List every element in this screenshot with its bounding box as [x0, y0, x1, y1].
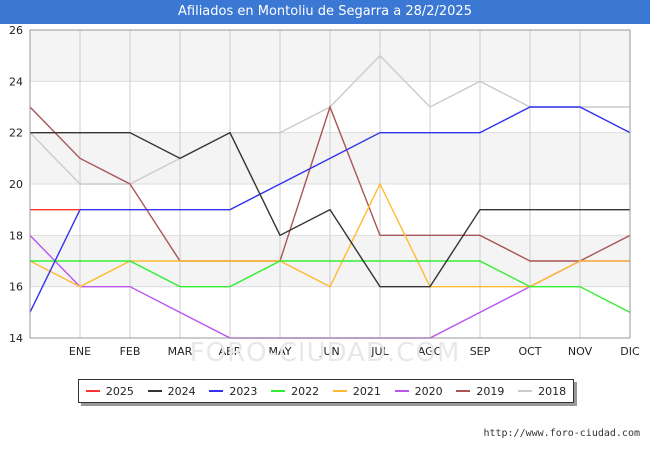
- x-tick-label: FEB: [120, 345, 141, 358]
- legend-item-2021: 2021: [332, 384, 381, 398]
- x-tick-label: NOV: [568, 345, 593, 358]
- y-tick-label: 24: [9, 75, 23, 88]
- legend-label: 2019: [476, 384, 505, 398]
- legend-item-2023: 2023: [209, 385, 257, 398]
- x-tick-label: ENE: [69, 345, 91, 358]
- source-url[interactable]: http://www.foro-ciudad.com: [483, 428, 640, 439]
- x-tick-label: MAY: [269, 345, 292, 358]
- legend-label: 2021: [352, 384, 381, 398]
- legend-label: 2022: [291, 384, 320, 398]
- legend: 2025 2024 2023 2022 2021 2020 2019 2018: [78, 379, 574, 403]
- legend-swatch: [271, 390, 286, 392]
- legend-swatch: [85, 390, 100, 392]
- legend-item-2020: 2020: [394, 384, 443, 398]
- series-lines: [29, 54, 631, 339]
- y-tick-label: 26: [9, 24, 23, 37]
- watermark: FORO-CIUDAD.COM: [189, 338, 461, 368]
- x-tick-label: DIC: [620, 345, 640, 358]
- x-axis-tick-labels: ENE FEB MAR ABR MAY JUN JUL AGO SEP OCT NOV DIC: [69, 345, 640, 358]
- legend-item-2018: 2018: [518, 385, 566, 398]
- legend-swatch: [394, 390, 409, 392]
- legend-swatch: [209, 390, 224, 392]
- x-tick-label: AGO: [418, 345, 443, 358]
- x-tick-label: SEP: [470, 345, 491, 358]
- legend-item-2022: 2022: [271, 385, 319, 398]
- legend-item-2025: 2025: [85, 384, 134, 398]
- x-tick-label: OCT: [518, 345, 541, 358]
- x-tick-label: JUN: [319, 345, 340, 358]
- y-tick-label: 22: [9, 127, 23, 140]
- legend-item-2019: 2019: [456, 385, 504, 398]
- legend-item-2024: 2024: [147, 384, 196, 398]
- legend-swatch: [147, 390, 162, 392]
- plot-frame: [29, 29, 631, 339]
- legend-label: 2023: [229, 384, 258, 398]
- legend-swatch: [456, 390, 471, 392]
- series-line-2024: [30, 131, 630, 288]
- legend-label: 2024: [167, 384, 196, 398]
- legend-label: 2020: [414, 384, 443, 398]
- series-line-2023: [29, 106, 631, 313]
- legend-label: 2018: [538, 384, 567, 398]
- y-axis-tick-labels: 14 16 18 20 22 24 26: [9, 24, 23, 345]
- y-tick-label: 20: [9, 178, 23, 191]
- legend-swatch: [332, 390, 347, 392]
- x-tick-label: JUL: [370, 345, 389, 358]
- y-tick-label: 14: [9, 332, 23, 345]
- series-line-2019: [29, 104, 631, 262]
- y-tick-label: 16: [9, 281, 23, 294]
- x-tick-label: ABR: [219, 345, 242, 358]
- x-tick-label: MAR: [168, 345, 193, 358]
- series-line-2022: [30, 260, 631, 313]
- y-tick-label: 18: [9, 229, 23, 242]
- chart-title: Afiliados en Montoliu de Segarra a 28/2/…: [0, 0, 650, 24]
- legend-label: 2025: [105, 384, 134, 398]
- legend-swatch: [518, 390, 533, 392]
